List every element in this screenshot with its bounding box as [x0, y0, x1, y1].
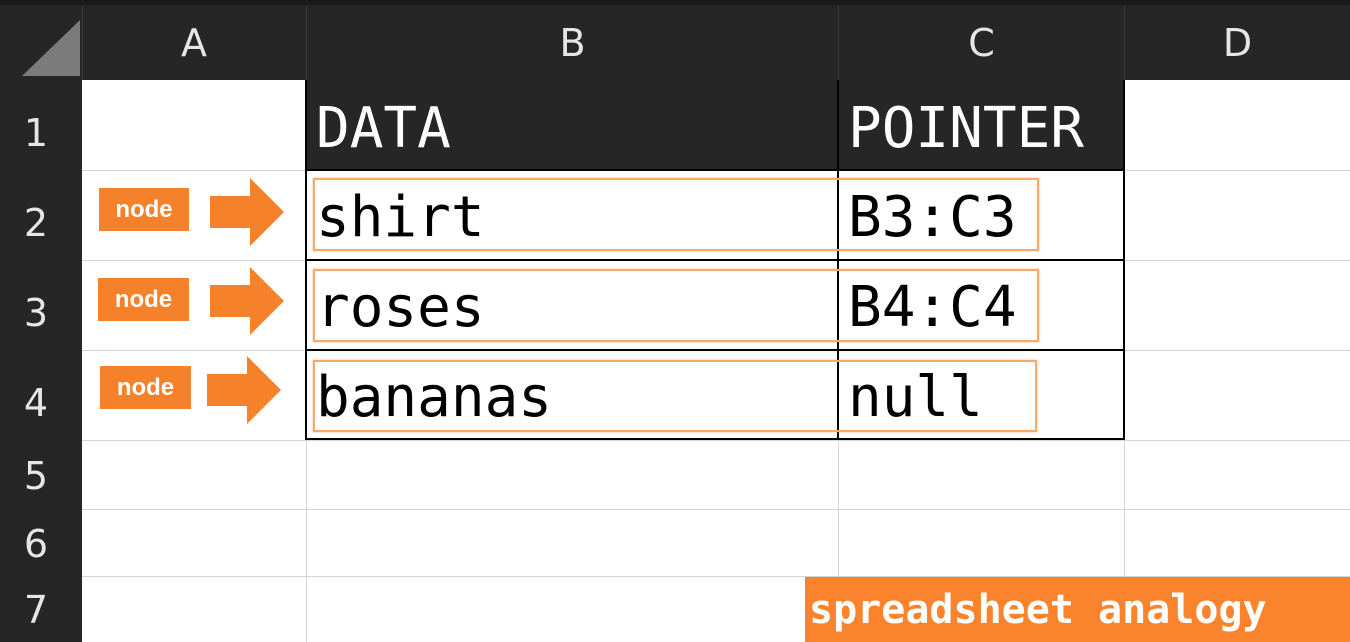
node-highlight — [313, 360, 1037, 432]
table-border — [305, 349, 1125, 351]
pointer-cell-c4[interactable]: null — [848, 365, 983, 430]
table-header-row — [306, 80, 1125, 170]
gridline — [82, 440, 1350, 441]
header-cell-data[interactable]: DATA — [316, 96, 451, 161]
column-separator — [306, 6, 307, 80]
row-header-column — [0, 80, 82, 642]
row-header-2[interactable]: 2 — [23, 201, 49, 245]
right-arrow-icon — [210, 178, 284, 246]
node-highlight — [313, 178, 1039, 251]
data-cell-b4[interactable]: bananas — [316, 365, 553, 430]
node-label: node — [100, 366, 191, 409]
node-label: node — [99, 188, 189, 231]
row-header-1[interactable]: 1 — [23, 111, 49, 155]
gridline — [82, 576, 1350, 577]
table-border — [305, 259, 1125, 261]
right-arrow-icon — [207, 356, 281, 424]
column-separator — [82, 6, 83, 80]
caption-banner: spreadsheet analogy — [805, 577, 1350, 642]
node-label: node — [98, 278, 189, 321]
data-cell-b2[interactable]: shirt — [316, 185, 485, 250]
right-arrow-icon — [210, 267, 284, 335]
node-highlight — [313, 269, 1039, 342]
row-header-5[interactable]: 5 — [23, 454, 49, 498]
table-border — [305, 169, 1125, 171]
column-header-a[interactable]: A — [181, 21, 207, 65]
column-header-bar — [0, 0, 1350, 80]
row-header-7[interactable]: 7 — [23, 588, 49, 632]
gridline — [82, 509, 1350, 510]
row-header-4[interactable]: 4 — [23, 381, 49, 425]
column-separator — [838, 6, 839, 80]
header-cell-pointer[interactable]: POINTER — [848, 96, 1085, 161]
ribbon-edge — [0, 0, 1350, 5]
column-separator — [1124, 6, 1125, 80]
row-header-6[interactable]: 6 — [23, 522, 49, 566]
column-header-d[interactable]: D — [1222, 21, 1253, 65]
pointer-cell-c2[interactable]: B3:C3 — [848, 185, 1017, 250]
column-header-c[interactable]: C — [968, 21, 995, 65]
select-all-triangle-icon[interactable] — [22, 20, 80, 76]
table-border — [305, 438, 1125, 440]
pointer-cell-c3[interactable]: B4:C4 — [848, 275, 1017, 340]
column-header-b[interactable]: B — [559, 21, 586, 65]
row-header-3[interactable]: 3 — [23, 291, 49, 335]
data-cell-b3[interactable]: roses — [316, 275, 485, 340]
